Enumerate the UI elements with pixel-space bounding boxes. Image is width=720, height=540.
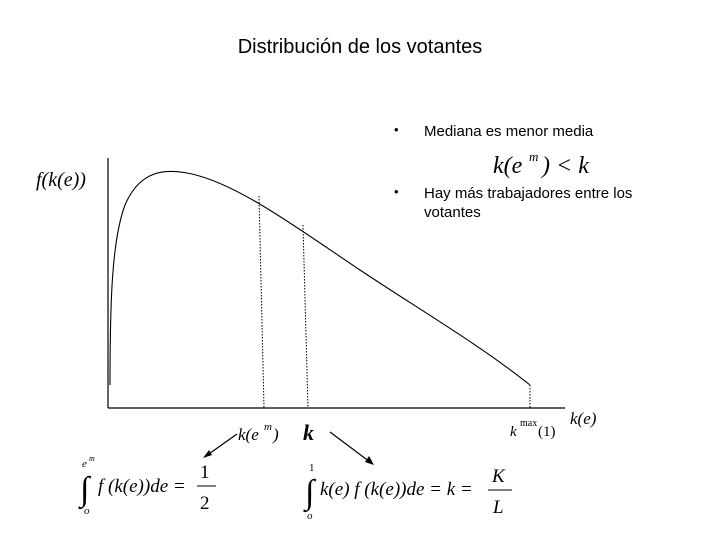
mean-integral-numerator: K (491, 466, 506, 487)
mean-integral-upper: 1 (309, 462, 315, 474)
mean-guide-line (302, 224, 309, 409)
median-integral-upper-superscript: m (89, 454, 95, 463)
mean-integral-formula: 1 ∫ o k(e) f (k(e))de = k = K L (303, 462, 512, 522)
kmax-label-base: k (510, 424, 517, 440)
kmax-label-end: (1) (538, 424, 556, 440)
median-guide-line (258, 195, 265, 409)
kmax-label-superscript: max (520, 418, 537, 429)
inequality-formula: k(e m ) < k (493, 149, 589, 179)
inequality-rhs: ) < k (540, 153, 589, 179)
median-label-base: k(e (238, 425, 259, 444)
inequality-lhs: k(e (493, 153, 523, 179)
median-integral-formula: e m ∫ o f (k(e))de = 1 2 (78, 454, 216, 517)
kmax-label: k max (1) (510, 418, 556, 440)
median-integral-lower: o (84, 505, 90, 517)
density-curve (109, 170, 531, 386)
mean-integral-integrand: k(e) f (k(e))de = k = (320, 479, 473, 500)
mean-arrow (329, 431, 374, 465)
median-integral-numerator: 1 (200, 462, 210, 483)
median-integral-upper-base: e (82, 458, 87, 470)
x-axis-label: k(e) (570, 409, 597, 428)
integral-sign: ∫ (303, 474, 317, 513)
bullet-text: Hay más trabajadores entre los votantes (424, 185, 633, 221)
median-integral-integrand: f (k(e))de = (98, 476, 186, 497)
median-label-superscript: m (264, 421, 272, 433)
median-integral-denominator: 2 (200, 493, 210, 514)
bullet-dot: • (394, 184, 399, 199)
mean-label: k (303, 420, 314, 445)
median-arrow (203, 433, 238, 458)
integral-sign: ∫ (78, 471, 92, 510)
y-axis-label: f(k(e)) (36, 169, 86, 191)
median-label: k(e m ) (238, 421, 279, 444)
inequality-superscript: m (529, 149, 538, 164)
mean-integral-lower: o (307, 510, 313, 522)
mean-integral-denominator: L (492, 497, 504, 518)
bullet-dot: • (394, 122, 399, 137)
median-label-end: ) (272, 425, 279, 444)
bullet-text: Mediana es menor media (424, 123, 594, 140)
slide-title: Distribución de los votantes (237, 36, 483, 58)
